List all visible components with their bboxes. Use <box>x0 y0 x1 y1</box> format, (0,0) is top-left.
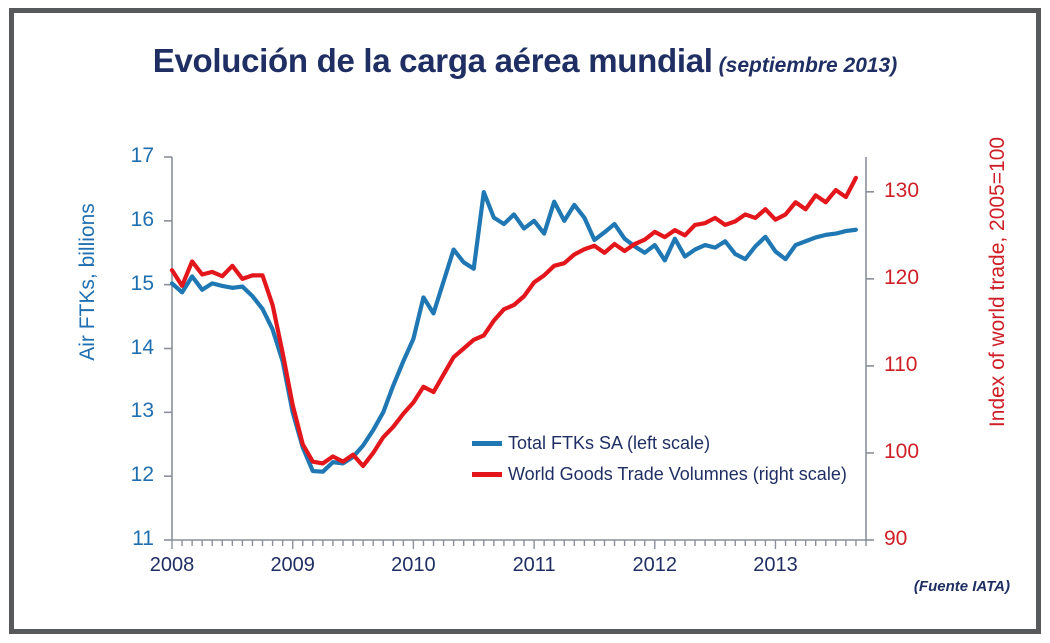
right-tick-100: 100 <box>884 439 920 463</box>
x-tick-2008: 2008 <box>149 554 195 576</box>
source-note: (Fuente IATA) <box>913 578 1010 595</box>
chart-title-main: Evolución de la carga aérea mundial <box>152 42 713 79</box>
series-lines <box>169 175 859 474</box>
right-axis-title: Index of world trade, 2005=100 <box>986 136 1009 428</box>
left-tick-14: 14 <box>130 335 154 359</box>
legend-item-ftks: Total FTKs SA (left scale) <box>472 428 847 459</box>
x-tick-2013: 2013 <box>753 554 798 576</box>
chart-legend: Total FTKs SA (left scale) World Goods T… <box>472 428 847 490</box>
right-tick-120: 120 <box>884 265 920 289</box>
x-tick-2009: 2009 <box>270 554 315 576</box>
legend-label-ftks: Total FTKs SA (left scale) <box>508 433 711 453</box>
legend-item-trade: World Goods Trade Volumnes (right scale) <box>472 459 847 490</box>
axes-group <box>164 156 874 549</box>
left-axis-title: Air FTKs, billions <box>76 203 99 361</box>
left-tick-12: 12 <box>130 463 154 487</box>
right-tick-130: 130 <box>884 178 920 202</box>
left-tick-16: 16 <box>130 207 154 231</box>
chart-title: Evolución de la carga aérea mundial (sept… <box>0 42 1050 80</box>
legend-label-trade: World Goods Trade Volumnes (right scale) <box>508 464 847 484</box>
right-tick-110: 110 <box>884 352 918 376</box>
x-tick-2012: 2012 <box>632 554 678 576</box>
left-tick-17: 17 <box>130 144 154 167</box>
chart-title-subtitle: (septiembre 2013) <box>718 54 898 77</box>
series-line-trade <box>169 175 859 469</box>
legend-swatch-blue <box>472 441 502 446</box>
right-tick-90: 90 <box>884 527 908 550</box>
x-tick-2011: 2011 <box>512 554 556 576</box>
x-tick-2010: 2010 <box>391 554 436 576</box>
left-tick-15: 15 <box>130 271 154 295</box>
left-tick-13: 13 <box>130 399 154 423</box>
left-tick-11: 11 <box>132 527 154 550</box>
legend-swatch-red <box>472 472 502 477</box>
chart-frame-border <box>9 8 1041 634</box>
